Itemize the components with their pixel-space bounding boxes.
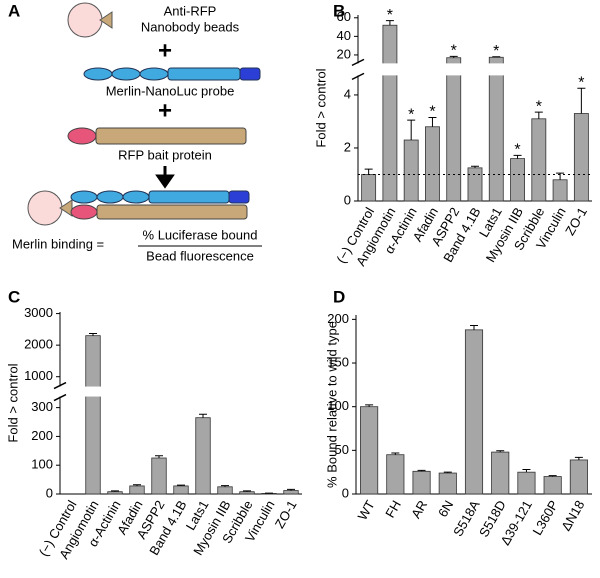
bead	[28, 191, 62, 225]
bait	[96, 128, 246, 144]
bar	[218, 487, 233, 494]
bar	[492, 452, 509, 494]
y-tick-label: 20	[337, 46, 351, 61]
label: RFP bait protein	[118, 147, 212, 162]
y-tick-label: 40	[337, 28, 351, 43]
label: % Luciferase bound	[143, 227, 258, 242]
bar	[544, 477, 561, 494]
bar	[196, 418, 211, 494]
probe	[71, 191, 249, 203]
panel-letter: D	[333, 287, 345, 306]
y-tick-label: 300	[31, 399, 53, 414]
x-tick-label: FH	[382, 498, 404, 521]
bar	[532, 119, 546, 201]
axis-break	[52, 387, 302, 397]
axis-break	[350, 63, 592, 75]
rfp	[68, 128, 96, 144]
bead	[68, 3, 102, 37]
bar	[387, 455, 404, 494]
x-tick-label: WT	[355, 498, 378, 523]
label: Nanobody beads	[141, 19, 240, 34]
label: Merlin-NanoLuc probe	[106, 83, 235, 98]
error-bar	[365, 169, 373, 174]
plus: +	[158, 97, 172, 124]
bar	[130, 486, 145, 494]
bar	[465, 330, 482, 494]
bar	[511, 159, 525, 201]
bar	[360, 407, 377, 494]
y-tick-label: 0	[46, 485, 53, 500]
significance: *	[451, 43, 457, 60]
bar	[362, 174, 376, 201]
bar	[553, 180, 567, 201]
bar	[152, 458, 167, 494]
error-bar	[577, 88, 585, 113]
x-tick-label: 6N	[435, 498, 456, 520]
bait	[97, 205, 247, 219]
x-tick-label: AR	[408, 498, 430, 521]
diagram: Anti-RFP Nanobody beads + Merlin-NanoLuc…	[12, 3, 262, 263]
label: Bead fluorescence	[146, 248, 254, 263]
bar	[425, 127, 439, 201]
label: Anti-RFP	[164, 3, 217, 18]
bar	[489, 57, 503, 201]
bar	[284, 491, 299, 494]
significance: *	[493, 43, 499, 60]
significance: *	[429, 104, 435, 121]
y-tick-label: 0	[344, 192, 351, 207]
y-tick-label: 200	[31, 428, 53, 443]
panel-letter: A	[8, 1, 20, 20]
y-tick-label: 0	[342, 485, 349, 500]
x-tick-label: ZO-1	[562, 205, 590, 238]
y-axis-label: Fold > control	[313, 68, 328, 147]
y-tick-label: 2000	[24, 337, 53, 352]
panel-letter: C	[8, 287, 20, 306]
rfp	[71, 205, 97, 219]
bar	[240, 492, 255, 494]
y-tick-label: 2	[344, 139, 351, 154]
arrow	[158, 166, 172, 186]
error-bar	[556, 173, 564, 180]
x-tick-label: L360P	[529, 498, 561, 538]
plus: +	[158, 37, 172, 64]
bar	[574, 114, 588, 201]
nanobody	[100, 12, 112, 28]
bar	[413, 471, 430, 494]
x-tick-label: ZO-1	[272, 498, 300, 531]
bar	[447, 58, 461, 201]
bar	[439, 473, 456, 494]
y-tick-label: 60	[337, 9, 351, 24]
y-tick-label: 3000	[24, 305, 53, 320]
significance: *	[387, 7, 393, 24]
bar	[518, 472, 535, 494]
bar	[404, 140, 418, 201]
significance: *	[536, 98, 542, 115]
y-tick-label: 100	[31, 457, 53, 472]
x-tick-label: ΔN18	[558, 498, 587, 534]
significance: *	[578, 75, 584, 92]
bar	[468, 168, 482, 201]
y-axis-label: % Bound relative to wild type	[324, 321, 339, 488]
label: Merlin binding =	[12, 236, 104, 251]
nanobody	[60, 200, 72, 216]
bar	[108, 492, 123, 494]
error-bar	[199, 414, 207, 417]
bar	[174, 486, 189, 494]
probe	[84, 68, 260, 80]
significance: *	[408, 106, 414, 123]
y-tick-label: 4	[344, 86, 351, 101]
y-axis-label: Fold > control	[5, 363, 20, 442]
bar	[570, 460, 587, 494]
bar	[86, 336, 101, 494]
error-bar	[470, 325, 478, 329]
y-tick-label: 1000	[24, 368, 53, 383]
significance: *	[514, 142, 520, 159]
